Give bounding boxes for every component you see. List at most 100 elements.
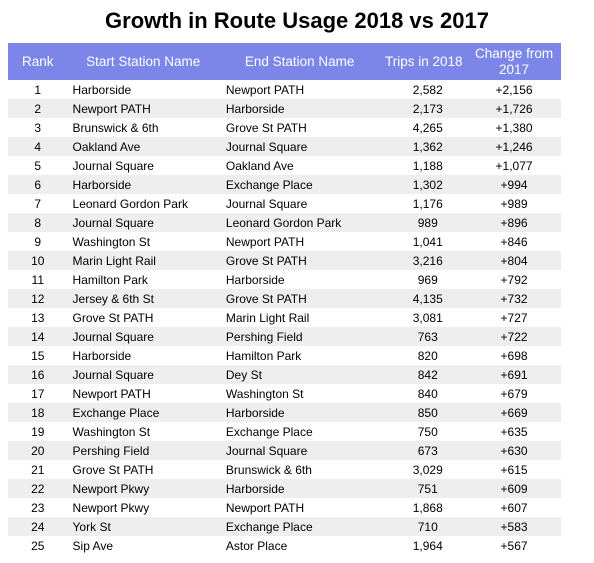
cell-trips-2018: 820 bbox=[417, 348, 438, 363]
cell-end-station: Exchange Place bbox=[225, 519, 313, 534]
cell-trips-2018: 4,135 bbox=[412, 291, 443, 306]
cell-rank: 10 bbox=[31, 253, 45, 268]
cell-rank: 11 bbox=[31, 272, 44, 287]
cell-end-station: Oakland Ave bbox=[225, 158, 294, 173]
table-row: 7 Leonard Gordon Park Journal Square 1,176 +… bbox=[8, 194, 561, 213]
cell-start-station: Harborside bbox=[72, 177, 132, 192]
cell-rank: 19 bbox=[31, 424, 45, 439]
cell-rank: 12 bbox=[31, 291, 45, 306]
table-row: 19 Washington St Exchange Place 750 +635 bbox=[8, 422, 561, 441]
header-trips-2018: Trips in 2018 bbox=[384, 53, 463, 69]
cell-change-from-2017: +630 bbox=[500, 443, 528, 458]
table-row: 4 Oakland Ave Journal Square 1,362 +1,246 bbox=[8, 137, 561, 156]
cell-start-station: Newport PATH bbox=[72, 386, 151, 401]
cell-change-from-2017: +1,726 bbox=[495, 101, 533, 116]
cell-change-from-2017: +583 bbox=[500, 519, 528, 534]
cell-start-station: Newport Pkwy bbox=[72, 481, 150, 496]
header-rank: Rank bbox=[22, 53, 54, 69]
cell-change-from-2017: +635 bbox=[500, 424, 528, 439]
cell-end-station: Brunswick & 6th bbox=[225, 462, 312, 477]
table-row: 18 Exchange Place Harborside 850 +669 bbox=[8, 403, 561, 422]
table-row: 16 Journal Square Dey St 842 +691 bbox=[8, 365, 561, 384]
cell-change-from-2017: +722 bbox=[500, 329, 528, 344]
cell-trips-2018: 750 bbox=[417, 424, 438, 439]
cell-change-from-2017: +727 bbox=[500, 310, 528, 325]
cell-start-station: Harborside bbox=[72, 82, 132, 97]
cell-trips-2018: 1,302 bbox=[412, 177, 443, 192]
cell-start-station: Leonard Gordon Park bbox=[72, 196, 188, 211]
cell-change-from-2017: +1,380 bbox=[495, 120, 533, 135]
table-body: 1 Harborside Newport PATH 2,582 +2,156 2 Newpo… bbox=[8, 80, 561, 555]
table-row: 25 Sip Ave Astor Place 1,964 +567 bbox=[8, 536, 561, 555]
cell-start-station: Newport Pkwy bbox=[72, 500, 150, 515]
cell-start-station: Washington St bbox=[72, 424, 151, 439]
cell-end-station: Grove St PATH bbox=[225, 253, 307, 268]
cell-end-station: Leonard Gordon Park bbox=[225, 215, 342, 230]
table-row: 5 Journal Square Oakland Ave 1,188 +1,077 bbox=[8, 156, 561, 175]
cell-start-station: Washington St bbox=[72, 234, 151, 249]
cell-end-station: Hamilton Park bbox=[225, 348, 302, 363]
table-row: 6 Harborside Exchange Place 1,302 +994 bbox=[8, 175, 561, 194]
cell-end-station: Grove St PATH bbox=[225, 291, 307, 306]
table-row: 11 Hamilton Park Harborside 969 +792 bbox=[8, 270, 561, 289]
cell-end-station: Exchange Place bbox=[225, 177, 313, 192]
cell-change-from-2017: +1,077 bbox=[495, 158, 533, 173]
cell-change-from-2017: +609 bbox=[500, 481, 528, 496]
cell-rank: 8 bbox=[34, 215, 42, 230]
cell-change-from-2017: +846 bbox=[500, 234, 528, 249]
cell-end-station: Journal Square bbox=[225, 139, 308, 154]
table-row: 17 Newport PATH Washington St 840 +679 bbox=[8, 384, 561, 403]
cell-change-from-2017: +896 bbox=[500, 215, 528, 230]
cell-trips-2018: 1,362 bbox=[412, 139, 443, 154]
cell-trips-2018: 989 bbox=[417, 215, 438, 230]
cell-rank: 23 bbox=[31, 500, 45, 515]
cell-start-station: Grove St PATH bbox=[72, 310, 154, 325]
cell-trips-2018: 763 bbox=[417, 329, 438, 344]
cell-start-station: Pershing Field bbox=[72, 443, 150, 458]
cell-rank: 7 bbox=[34, 196, 42, 211]
cell-start-station: Newport PATH bbox=[72, 101, 151, 116]
cell-rank: 5 bbox=[34, 158, 42, 173]
cell-end-station: Newport PATH bbox=[225, 500, 305, 515]
cell-end-station: Newport PATH bbox=[225, 234, 305, 249]
cell-rank: 2 bbox=[34, 101, 42, 116]
cell-trips-2018: 1,964 bbox=[412, 538, 443, 553]
cell-change-from-2017: +732 bbox=[500, 291, 528, 306]
cell-end-station: Astor Place bbox=[225, 538, 288, 553]
cell-start-station: York St bbox=[72, 519, 111, 534]
table-row: 13 Grove St PATH Marin Light Rail 3,081 +727 bbox=[8, 308, 561, 327]
cell-rank: 9 bbox=[34, 234, 42, 249]
route-usage-table: Rank Start Station Name End Station Name… bbox=[8, 43, 561, 555]
cell-start-station: Brunswick & 6th bbox=[72, 120, 159, 135]
cell-change-from-2017: +804 bbox=[500, 253, 528, 268]
cell-start-station: Journal Square bbox=[72, 215, 154, 230]
cell-rank: 13 bbox=[31, 310, 45, 325]
cell-trips-2018: 751 bbox=[417, 481, 438, 496]
cell-change-from-2017: +669 bbox=[500, 405, 528, 420]
cell-change-from-2017: +679 bbox=[500, 386, 528, 401]
cell-change-from-2017: +567 bbox=[500, 538, 528, 553]
cell-trips-2018: 1,188 bbox=[412, 158, 443, 173]
cell-rank: 24 bbox=[31, 519, 45, 534]
cell-start-station: Journal Square bbox=[72, 367, 154, 382]
table-row: 24 York St Exchange Place 710 +583 bbox=[8, 517, 561, 536]
cell-end-station: Pershing Field bbox=[225, 329, 303, 344]
cell-rank: 16 bbox=[31, 367, 45, 382]
cell-trips-2018: 673 bbox=[417, 443, 438, 458]
cell-trips-2018: 1,176 bbox=[412, 196, 443, 211]
cell-change-from-2017: +989 bbox=[500, 196, 528, 211]
cell-start-station: Harborside bbox=[72, 348, 132, 363]
cell-trips-2018: 710 bbox=[417, 519, 438, 534]
cell-rank: 21 bbox=[31, 462, 45, 477]
cell-rank: 4 bbox=[34, 139, 42, 154]
table-row: 8 Journal Square Leonard Gordon Park 989 +89… bbox=[8, 213, 561, 232]
cell-trips-2018: 2,173 bbox=[412, 101, 443, 116]
cell-rank: 1 bbox=[34, 82, 42, 97]
cell-end-station: Grove St PATH bbox=[225, 120, 307, 135]
cell-start-station: Grove St PATH bbox=[72, 462, 154, 477]
cell-trips-2018: 3,081 bbox=[412, 310, 443, 325]
table-row: 14 Journal Square Pershing Field 763 +722 bbox=[8, 327, 561, 346]
cell-start-station: Jersey & 6th St bbox=[72, 291, 154, 306]
table-row: 9 Washington St Newport PATH 1,041 +846 bbox=[8, 232, 561, 251]
cell-trips-2018: 1,041 bbox=[412, 234, 443, 249]
